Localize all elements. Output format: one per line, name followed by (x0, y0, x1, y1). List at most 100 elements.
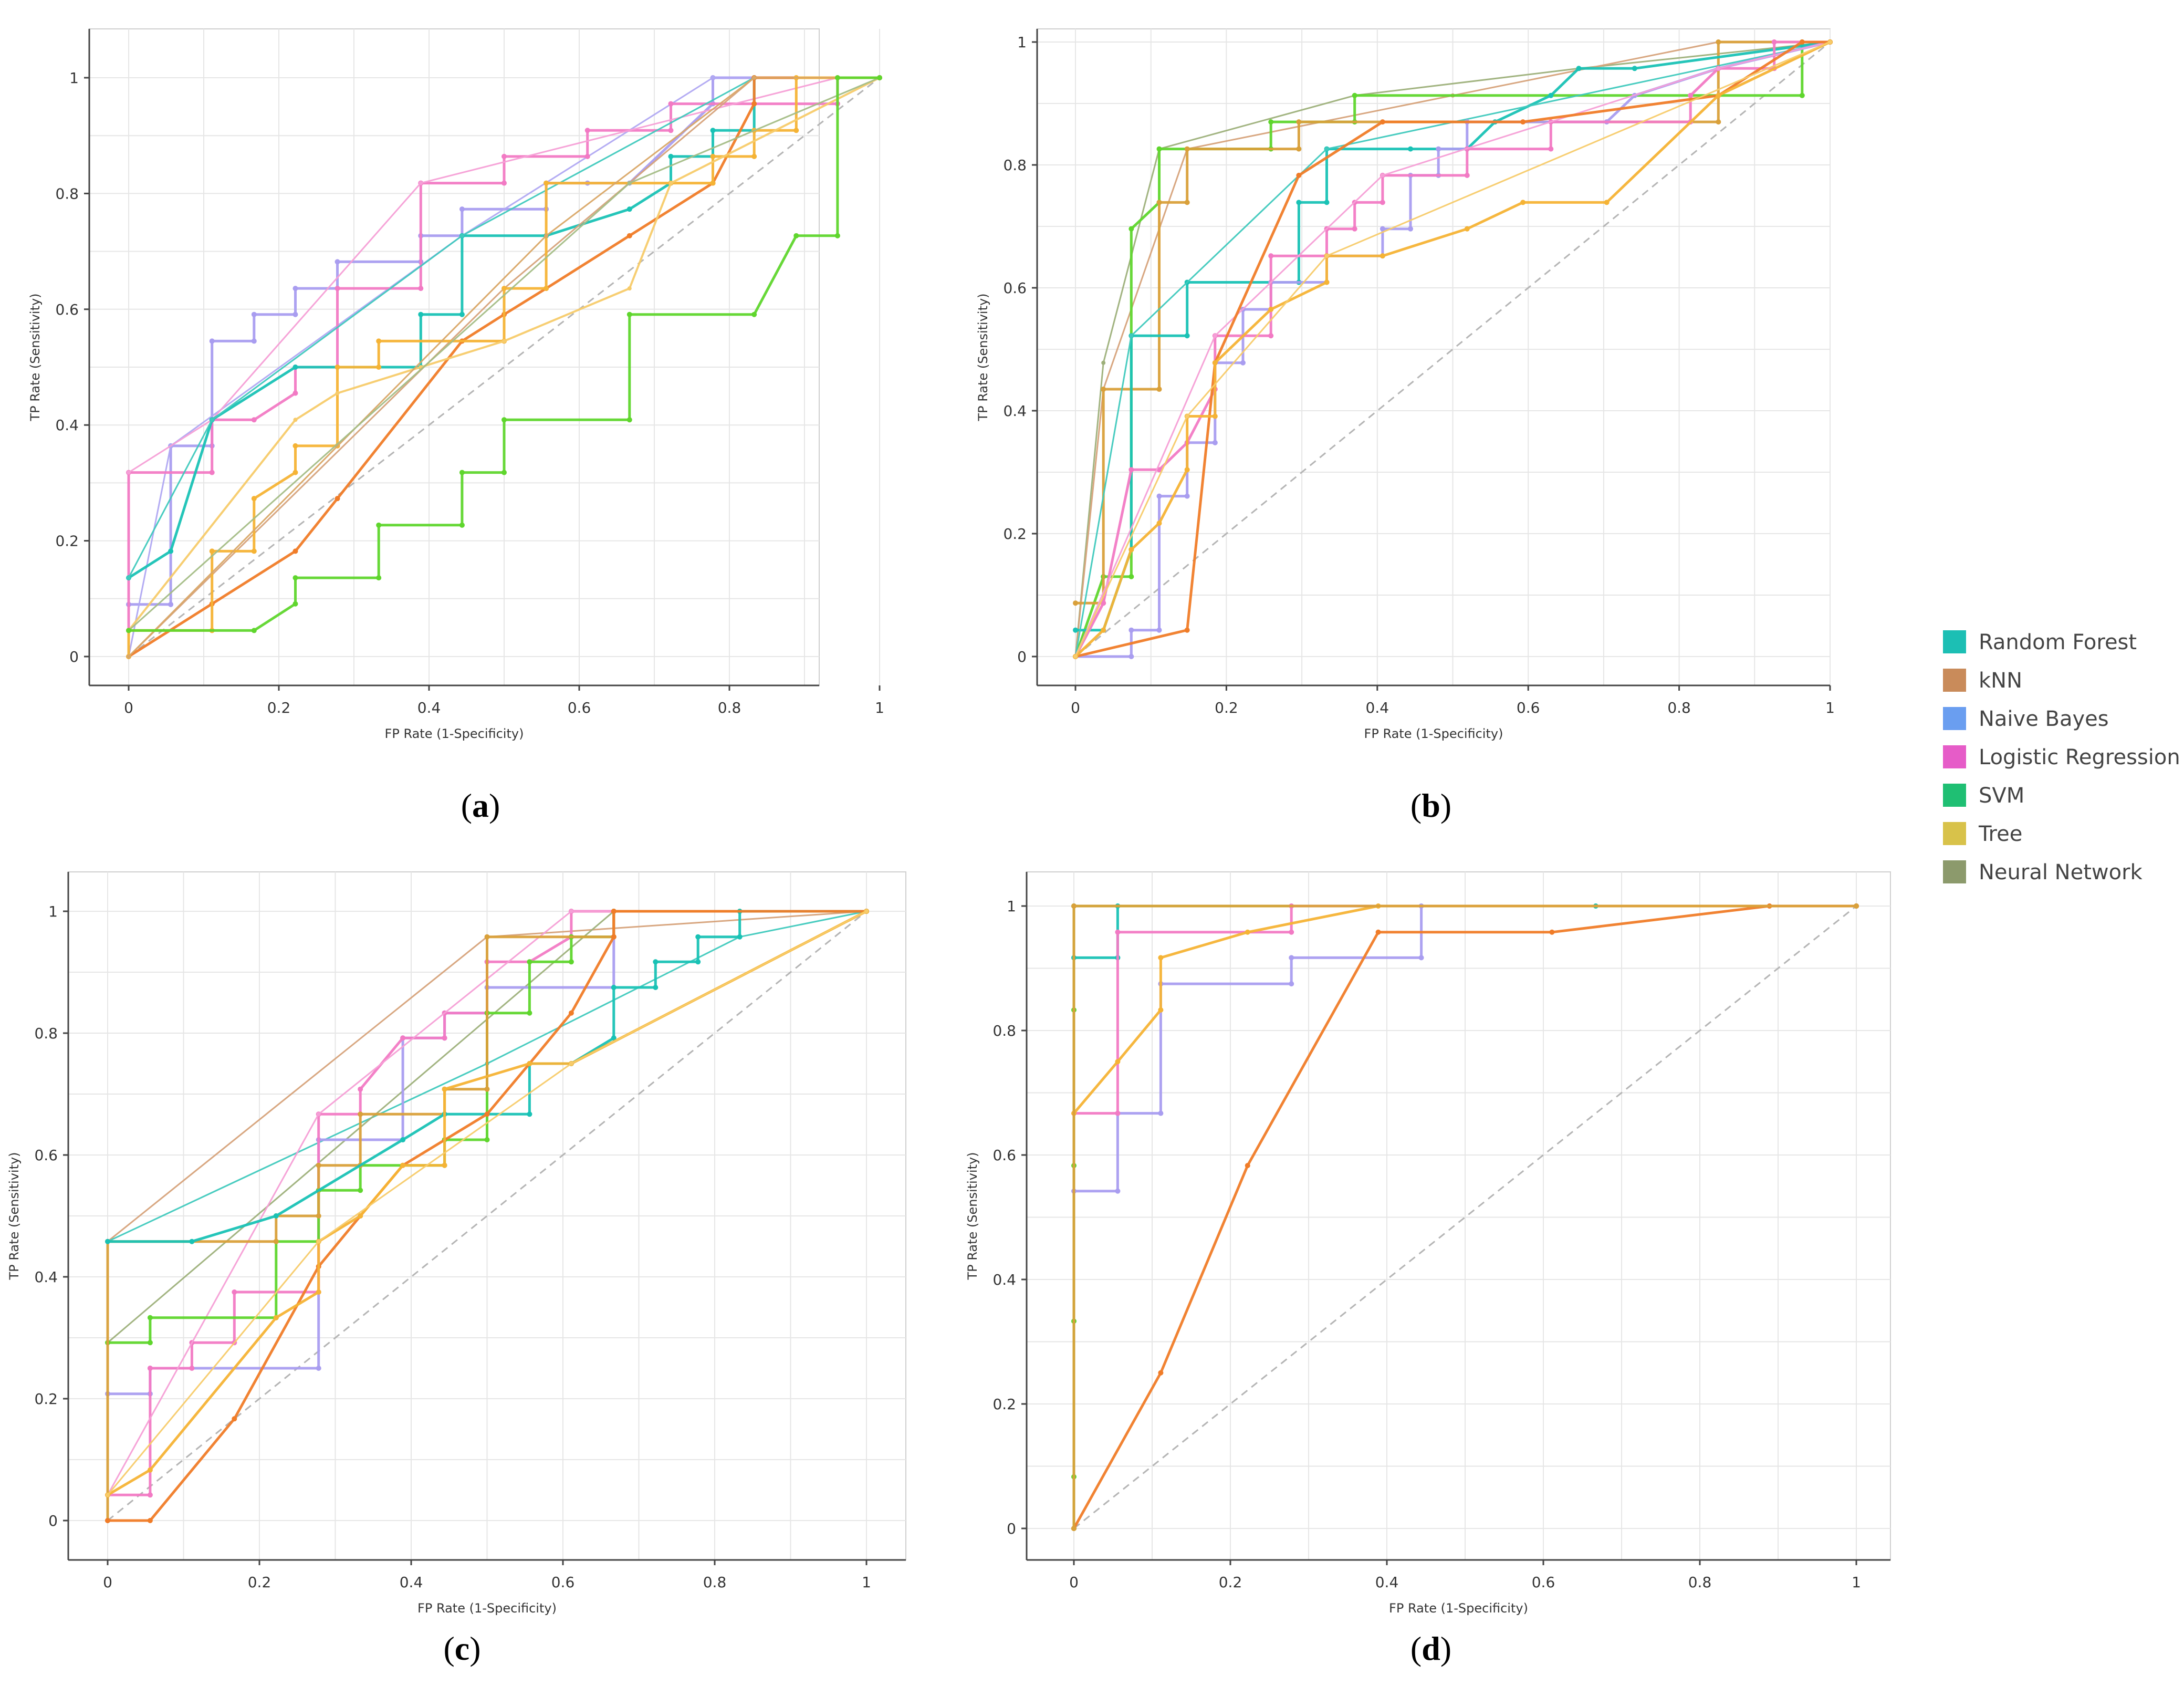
x-tick-label: 0.2 (1215, 699, 1238, 716)
roc-point (611, 934, 616, 940)
roc-point (1245, 929, 1250, 935)
legend-label: kNN (1979, 669, 2022, 693)
y-tick-label: 0.2 (992, 1396, 1016, 1413)
x-tick-label: 0.8 (718, 699, 741, 716)
x-tick-label: 0 (1069, 1574, 1079, 1591)
roc-point (106, 1493, 110, 1497)
legend-swatch (1943, 669, 1966, 692)
roc-point (527, 1111, 532, 1117)
roc-point (1289, 929, 1294, 935)
legend-item-svm: SVM (1943, 784, 2024, 808)
y-tick-label: 0 (1017, 648, 1027, 665)
roc-point (209, 338, 215, 344)
legend-swatch (1943, 784, 1966, 807)
caption-close-paren: ) (1440, 1630, 1451, 1667)
roc-point (544, 233, 549, 238)
roc-point (459, 311, 465, 317)
roc-point (710, 153, 716, 159)
x-tick-label: 0.4 (1366, 699, 1389, 716)
roc-point (1408, 146, 1414, 152)
roc-point (793, 233, 799, 238)
legend-label: Neural Network (1979, 860, 2143, 884)
roc-point (1771, 39, 1777, 45)
roc-point (1073, 600, 1078, 606)
roc-point (1158, 1370, 1164, 1376)
x-tick-label: 0.2 (248, 1574, 271, 1591)
caption-close-paren: ) (489, 787, 500, 824)
legend-swatch (1943, 707, 1966, 730)
plot-frame (1026, 871, 1891, 1560)
roc-curve-logistic-regression (106, 910, 868, 1496)
roc-point (293, 418, 298, 422)
roc-point (544, 286, 549, 292)
roc-curve-neural-network-olive (1074, 41, 1831, 658)
roc-point (484, 1086, 490, 1092)
x-axis-title: FP Rate (1-Specificity) (1364, 726, 1503, 741)
roc-point (316, 1162, 321, 1168)
roc-point (653, 959, 659, 965)
roc-point (1184, 493, 1190, 499)
roc-point (1716, 92, 1721, 98)
roc-point (400, 1162, 406, 1168)
roc-point (1184, 333, 1190, 339)
roc-point (1268, 306, 1274, 312)
roc-point (1324, 147, 1329, 151)
y-tick-label: 0.2 (1003, 525, 1027, 543)
roc-curve-logistic-regression (127, 76, 881, 632)
roc-curve-tree-light (128, 77, 881, 632)
roc-point (1128, 467, 1134, 473)
roc-point (695, 959, 701, 965)
y-tick-label: 0.4 (1003, 402, 1027, 420)
roc-point (418, 311, 424, 317)
roc-point (459, 522, 465, 528)
x-axis-title: FP Rate (1-Specificity) (417, 1601, 557, 1616)
roc-point (1324, 279, 1330, 285)
roc-point (877, 75, 882, 80)
roc-point (834, 75, 840, 80)
roc-point (1688, 92, 1694, 98)
roc-point (316, 1289, 321, 1295)
legend-item-random-forest: Random Forest (1943, 630, 2137, 654)
roc-point (335, 286, 340, 292)
roc-point (189, 1239, 195, 1244)
roc-point (1184, 627, 1190, 633)
roc-point (1716, 39, 1721, 45)
roc-point (1212, 360, 1218, 366)
roc-point (273, 1315, 279, 1320)
roc-point (1464, 226, 1470, 232)
roc-point (710, 180, 716, 186)
roc-point (335, 259, 340, 265)
roc-point (1520, 200, 1526, 205)
roc-point (1352, 92, 1357, 98)
legend-swatch (1943, 630, 1966, 653)
series-tree-light (1073, 40, 1832, 659)
roc-point (1156, 200, 1162, 205)
legend: Random Forest kNN Naive Bayes Logistic Regr… (1943, 630, 2180, 884)
roc-point (1324, 254, 1329, 258)
roc-point (1101, 387, 1106, 392)
x-tick-label: 0 (103, 1574, 112, 1591)
series-tree-light (106, 909, 869, 1497)
roc-point (1408, 226, 1414, 232)
roc-point (1296, 146, 1302, 152)
y-axis-title: TP Rate (Sensitivity) (28, 293, 43, 421)
legend-item-naive-bayes: Naive Bayes (1943, 707, 2109, 731)
roc-point (1548, 146, 1554, 152)
roc-point (419, 181, 423, 185)
roc-point (105, 1518, 110, 1523)
legend-label: Tree (1978, 822, 2022, 846)
x-tick-label: 0.8 (1667, 699, 1691, 716)
y-axis-title: TP Rate (Sensitivity) (976, 293, 990, 421)
roc-point (459, 206, 465, 212)
roc-point (751, 101, 757, 107)
chart-panel-a: 0 0.2 0.4 0.6 0.8 1 0 0.2 0.4 0.6 0.8 1 FP Rate (1-S… (28, 28, 884, 824)
caption-open-paren: ( (443, 1630, 454, 1667)
roc-point (292, 311, 298, 317)
roc-point (1245, 1163, 1250, 1169)
roc-point (1185, 414, 1189, 419)
roc-curve-knn (127, 76, 881, 658)
roc-point (251, 338, 257, 344)
legend-item-logistic-regression: Logistic Regression (1943, 745, 2180, 769)
legend-swatch (1943, 860, 1966, 883)
roc-point (1418, 955, 1424, 961)
